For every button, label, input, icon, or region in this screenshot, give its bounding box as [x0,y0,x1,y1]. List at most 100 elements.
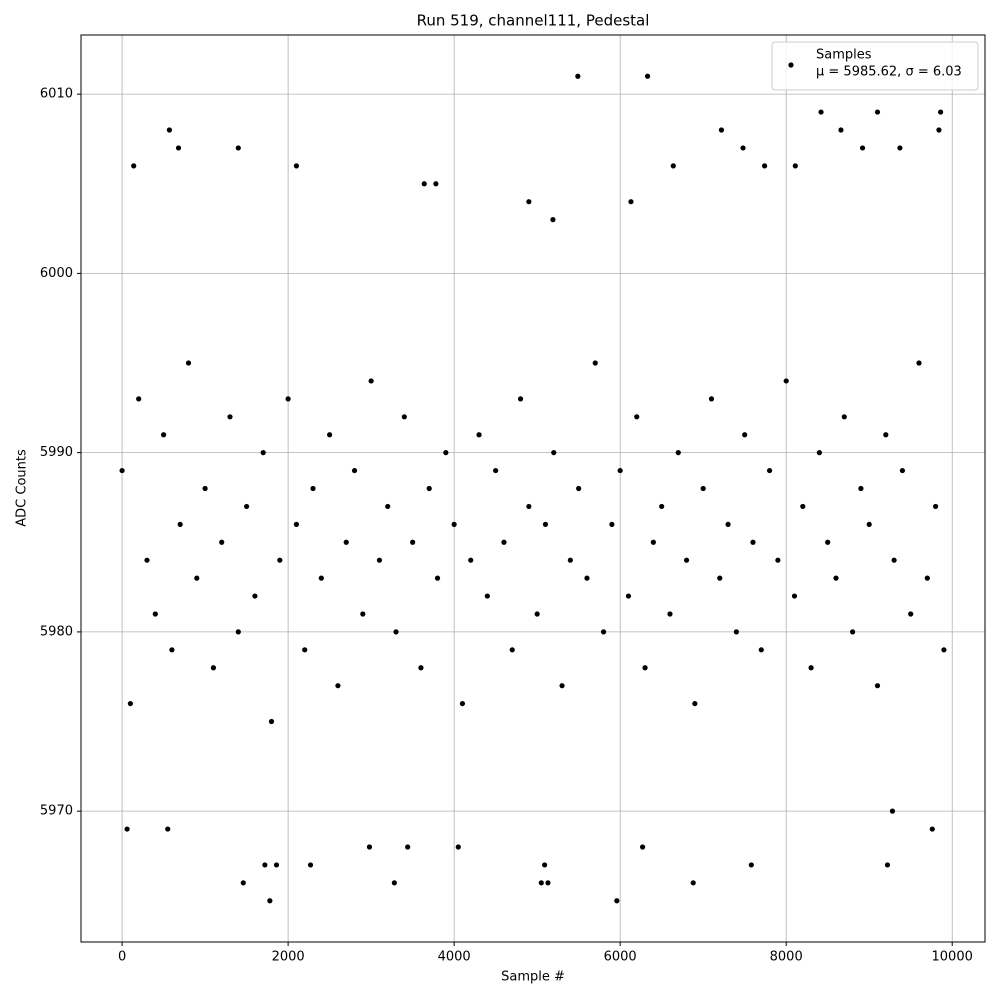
point [838,127,844,133]
point [235,629,241,635]
point [124,826,130,832]
point [476,432,482,438]
point [509,647,515,653]
point [434,575,441,581]
point [166,127,173,133]
point [916,360,922,366]
point [302,647,308,653]
point [634,414,640,420]
point [285,396,291,402]
point [385,503,391,510]
point [144,557,150,563]
y-tick-label: 5990 [40,445,73,460]
point [545,880,551,886]
point [866,521,872,527]
y-tick-label: 6010 [40,87,73,102]
point [617,467,623,474]
point [800,503,806,510]
point [874,109,881,115]
point [650,539,656,545]
point [136,396,142,402]
x-tick-label: 6000 [604,950,637,965]
point [202,485,208,492]
point [941,647,947,653]
point [833,575,839,581]
point [177,521,183,527]
point [426,485,432,492]
point [368,378,374,384]
point [240,880,246,886]
point [260,450,266,456]
point [310,485,316,492]
point [937,109,944,115]
point [858,485,864,492]
point [792,163,798,169]
point [185,360,192,366]
point [277,557,283,563]
point [418,665,424,671]
point [335,683,341,689]
point [376,557,383,563]
point [443,450,449,456]
point [421,181,427,187]
point [468,557,474,563]
point [262,862,268,868]
point [825,539,831,545]
point [639,844,646,850]
point [127,700,133,707]
x-tick-label: 4000 [438,950,471,965]
point [401,414,407,420]
legend-box [771,41,979,91]
point [762,163,768,169]
point [267,898,273,904]
point [538,880,544,886]
point [908,611,914,617]
point [175,145,182,151]
point [659,503,665,510]
point [808,665,814,671]
point [405,844,411,850]
point [891,557,897,563]
point [874,683,881,689]
point [244,503,250,510]
point [717,575,723,581]
point [899,467,906,474]
point [343,539,349,545]
point [750,539,756,545]
point [526,503,532,510]
point [575,73,581,79]
point [534,611,540,617]
point [642,665,648,671]
y-axis-label: ADC Counts [15,449,30,527]
point [268,718,275,725]
point [883,432,889,438]
point [742,432,748,438]
point [700,485,706,492]
point [859,145,866,151]
point [740,145,746,151]
point [718,127,725,133]
point [708,396,715,402]
point [194,575,200,581]
point [841,414,847,420]
point [165,826,171,832]
point [252,593,258,599]
x-tick-label: 2000 [272,950,305,965]
point [758,647,764,653]
point [889,808,896,814]
point [576,485,582,492]
point [351,467,358,474]
point [433,181,439,187]
point [929,826,935,832]
point [542,521,549,527]
point [459,700,466,707]
point [683,557,690,563]
point [119,467,125,474]
point [791,593,798,599]
x-tick-label: 10000 [932,950,973,965]
point [455,844,461,850]
point [307,862,314,868]
point [936,127,942,133]
legend-note: μ = 5985.62, σ = 6.03 [816,65,962,80]
